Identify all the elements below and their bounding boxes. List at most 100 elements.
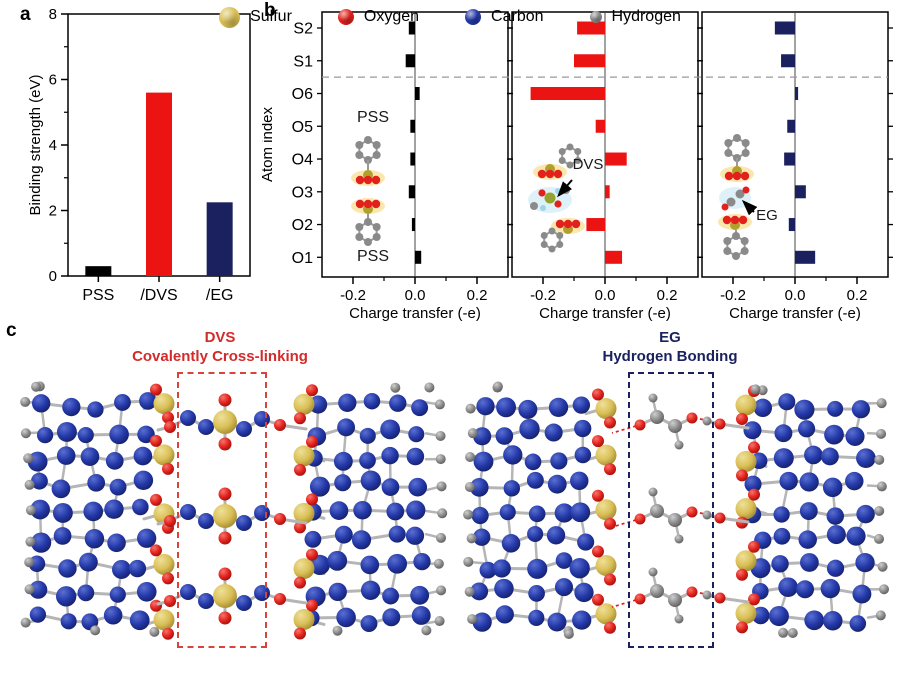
pss-inset-top-label: PSS <box>356 109 389 126</box>
svg-text:O1: O1 <box>292 250 313 267</box>
pss-inset-bottom-label: PSS <box>356 248 389 265</box>
polymer-slab <box>20 381 175 640</box>
bar-eg-o5 <box>787 119 795 133</box>
bar-dvs-o1 <box>605 250 623 264</box>
eg-hbond-molecular-scene <box>463 381 890 639</box>
svg-text:8: 8 <box>49 6 57 23</box>
polymer-slab <box>293 382 448 640</box>
bar-eg-o4 <box>784 152 795 166</box>
svg-text:Atom index: Atom index <box>262 106 276 182</box>
panel-a-letter: a <box>20 4 31 25</box>
carbon-dot-icon <box>465 9 482 25</box>
legend-item-carbon: Carbon <box>465 8 544 26</box>
eg-arrow <box>741 199 758 216</box>
svg-text:O5: O5 <box>292 119 313 136</box>
dvs-crosslink-bridge <box>156 567 308 625</box>
bar-eg-s2 <box>774 21 795 35</box>
binding-strength-chart: 0 2 4 6 8 PSS/DVS/EG Binding strength (eV) <box>28 6 251 304</box>
svg-text:0.0: 0.0 <box>785 287 806 304</box>
svg-text:Binding strength (eV): Binding strength (eV) <box>28 75 44 216</box>
panel-c-letter: c <box>6 320 17 341</box>
svg-text:0.2: 0.2 <box>657 287 678 304</box>
dvs-scene-title-line1: DVS <box>204 329 236 346</box>
bar-pss-o6 <box>415 87 420 101</box>
panel-b-letter: b <box>264 0 276 21</box>
svg-text:0.2: 0.2 <box>467 287 488 304</box>
bar-eg-o6 <box>795 87 799 101</box>
svg-text:Charge transfer (-e): Charge transfer (-e) <box>539 305 671 322</box>
bar-dvs-o5 <box>595 119 605 133</box>
eg-hbond-unit <box>611 393 750 450</box>
svg-text:-0.2: -0.2 <box>530 287 556 304</box>
svg-text:0.0: 0.0 <box>405 287 426 304</box>
bar-eg-o2 <box>788 218 795 232</box>
sulfur-dot-icon <box>219 6 241 28</box>
eg-inset-label: EG <box>756 207 778 224</box>
bar-dvs-s1 <box>574 54 605 68</box>
bar-dvs-s2 <box>577 21 605 35</box>
svg-text:0: 0 <box>49 268 57 285</box>
dvs-scene-title-line2: Covalently Cross-linking <box>132 348 308 365</box>
svg-text:Charge transfer (-e): Charge transfer (-e) <box>729 305 861 322</box>
polymer-slab <box>463 381 617 639</box>
bar-pss-o1 <box>415 250 422 264</box>
svg-text:S2: S2 <box>293 21 313 38</box>
svg-text:0.0: 0.0 <box>595 287 616 304</box>
molecule-insets <box>351 134 758 260</box>
binding-strength-plot: 0 2 4 6 8 PSS/DVS/EG Binding strength (eV) <box>28 6 251 304</box>
legend-item-sulfur: Sulfur <box>219 6 292 28</box>
eg-scene-title: EG Hydrogen Bonding <box>545 328 795 366</box>
dvs-crosslink-molecular-scene <box>20 381 448 640</box>
legend-label-oxygen: Oxygen <box>363 8 420 25</box>
legend-label-carbon: Carbon <box>491 8 544 25</box>
bar-dvs-o6 <box>530 87 605 101</box>
eg-hbond-unit <box>611 487 750 544</box>
legend-item-oxygen: Oxygen <box>337 8 420 26</box>
bar-eg-o1 <box>795 250 816 264</box>
oxygen-dot-icon <box>337 9 354 25</box>
svg-text:S1: S1 <box>293 53 313 70</box>
svg-text:O2: O2 <box>292 217 313 234</box>
bar-dvs-o4 <box>605 152 627 166</box>
bar-DVS <box>146 92 172 276</box>
dvs-dashed-box <box>177 372 267 648</box>
bar-pss-o4 <box>410 152 415 166</box>
svg-text:O3: O3 <box>292 184 313 201</box>
bar-eg-s1 <box>781 54 795 68</box>
svg-text:O6: O6 <box>292 86 313 103</box>
svg-text:-0.2: -0.2 <box>720 287 746 304</box>
dvs-arrow <box>557 179 573 198</box>
svg-text:/DVS: /DVS <box>140 287 177 304</box>
svg-text:-0.2: -0.2 <box>340 287 366 304</box>
svg-text:6: 6 <box>49 72 57 89</box>
polymer-slab <box>735 384 890 639</box>
bar-pss-s2 <box>408 21 415 35</box>
eg-scene-title-line1: EG <box>659 329 681 346</box>
bar-dvs-o2 <box>586 218 605 232</box>
bar-EG <box>206 202 233 276</box>
svg-text:O4: O4 <box>292 152 313 169</box>
svg-text:PSS: PSS <box>82 287 114 304</box>
bar-pss-o3 <box>408 185 415 199</box>
svg-text:4: 4 <box>49 137 57 154</box>
legend-item-hydrogen: Hydrogen <box>589 8 681 26</box>
bar-PSS <box>85 266 112 276</box>
dvs-crosslink-bridge <box>156 487 308 545</box>
bar-pss-o5 <box>410 119 415 133</box>
hydrogen-dot-icon <box>589 11 602 23</box>
atom-legend: Sulfur Oxygen Carbon Hydrogen <box>0 0 900 34</box>
bar-pss-o2 <box>411 218 415 232</box>
svg-text:/EG: /EG <box>206 287 234 304</box>
bar-pss-s1 <box>405 54 415 68</box>
legend-label-sulfur: Sulfur <box>250 8 292 25</box>
bar-eg-o3 <box>795 185 806 199</box>
svg-text:0.2: 0.2 <box>847 287 868 304</box>
svg-text:Charge transfer (-e): Charge transfer (-e) <box>349 305 481 322</box>
bar-dvs-o3 <box>605 185 610 199</box>
dvs-scene-title: DVS Covalently Cross-linking <box>95 328 345 366</box>
